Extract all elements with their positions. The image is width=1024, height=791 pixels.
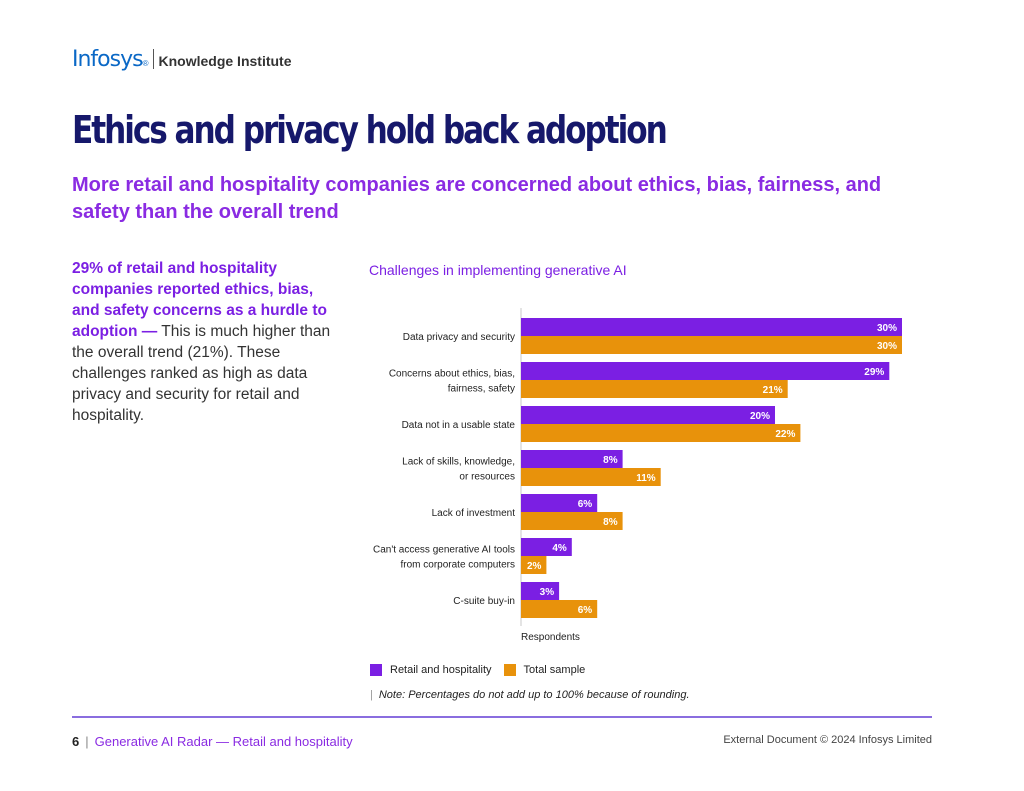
footer-rule — [72, 716, 932, 718]
data-label: 8% — [603, 517, 618, 528]
data-label: 2% — [527, 561, 542, 572]
category-label-line: Lack of skills, knowledge, — [402, 457, 515, 468]
bar-total — [521, 424, 801, 442]
data-label: 3% — [540, 587, 555, 598]
logo-divider — [152, 49, 154, 69]
category-label: Lack of investment — [432, 508, 516, 519]
category-label: Data privacy and security — [403, 332, 515, 343]
bar-retail — [521, 450, 623, 468]
category-label: C-suite buy-in — [453, 596, 515, 607]
callout-text: 29% of retail and hospitality companies … — [72, 258, 340, 426]
bar-retail — [521, 494, 598, 512]
category-label: Can't access generative AI tools from cor… — [373, 545, 515, 571]
footer-copyright: External Document © 2024 Infosys Limited — [723, 734, 932, 746]
category-label-line: C-suite buy-in — [453, 596, 515, 607]
bar-retail — [521, 362, 890, 380]
bar-total — [521, 468, 661, 486]
infosys-logo: Infosys ® Knowledge Institute — [72, 46, 292, 72]
chart-title: Challenges in implementing generative AI — [369, 262, 627, 278]
legend-label-retail: Retail and hospitality — [390, 664, 492, 676]
data-label: 20% — [750, 411, 770, 422]
chart-note: | Note: Percentages do not add up to 100%… — [370, 689, 690, 701]
callout-body: This is much higher than the overall tre… — [72, 323, 331, 424]
footer-doc-title: Generative AI Radar — Retail and hospita… — [94, 734, 353, 749]
legend-swatch-total — [503, 664, 516, 676]
footer-separator: | — [85, 734, 89, 749]
bar-retail — [521, 538, 572, 556]
data-label: 30% — [877, 341, 897, 352]
data-label: 22% — [775, 429, 795, 440]
callout-highlight: 29% of retail and hospitality companies … — [72, 260, 327, 340]
category-label-line: Data privacy and security — [403, 332, 515, 343]
data-label: 29% — [864, 367, 884, 378]
category-label-line: or resources — [459, 472, 515, 483]
bar-chart: Data privacy and security 30% 30% Concerns … — [373, 308, 902, 643]
data-label: 11% — [636, 473, 656, 484]
data-label: 6% — [578, 605, 593, 616]
legend-label-total: Total sample — [523, 664, 586, 676]
data-label: 30% — [877, 323, 897, 334]
page-title: Ethics and privacy hold back adoption — [72, 108, 668, 152]
note-text: Note: Percentages do not add up to 100% … — [378, 689, 690, 701]
page-number: 6 — [72, 734, 80, 749]
logo-registered-mark: ® — [142, 59, 149, 68]
category-label-line: from corporate computers — [401, 560, 516, 571]
data-label: 6% — [578, 499, 593, 510]
bar-retail — [521, 582, 560, 600]
page-subtitle: More retail and hospitality companies ar… — [72, 174, 882, 223]
bar-total — [521, 512, 623, 530]
chart-legend: Retail and hospitality Total sample — [370, 664, 597, 676]
bar-total — [521, 556, 547, 574]
legend-swatch-retail — [370, 664, 382, 676]
category-label: Data not in a usable state — [402, 420, 516, 431]
category-label-line: Can't access generative AI tools — [373, 545, 515, 556]
data-label: 8% — [603, 455, 618, 466]
logo-brand: Infosys — [72, 47, 144, 72]
x-axis-label: Respondents — [521, 632, 580, 643]
category-label-line: Data not in a usable state — [402, 420, 516, 431]
note-divider: | — [370, 689, 373, 701]
category-label-line: Lack of investment — [432, 508, 516, 519]
bar-retail — [521, 406, 775, 424]
bar-total — [521, 380, 788, 398]
footer-left: 6 | Generative AI Radar — Retail and hospi… — [72, 734, 353, 749]
bar-retail — [521, 318, 902, 336]
logo-sub-brand: Knowledge Institute — [158, 53, 292, 69]
category-label-line: fairness, safety — [448, 384, 515, 395]
data-label: 21% — [763, 385, 783, 396]
category-label: Concerns about ethics, bias, fairness, sa… — [389, 369, 515, 395]
category-label: Lack of skills, knowledge, or resources — [402, 457, 515, 483]
category-label-line: Concerns about ethics, bias, — [389, 369, 515, 380]
bar-total — [521, 336, 902, 354]
bar-total — [521, 600, 598, 618]
data-label: 4% — [552, 543, 567, 554]
